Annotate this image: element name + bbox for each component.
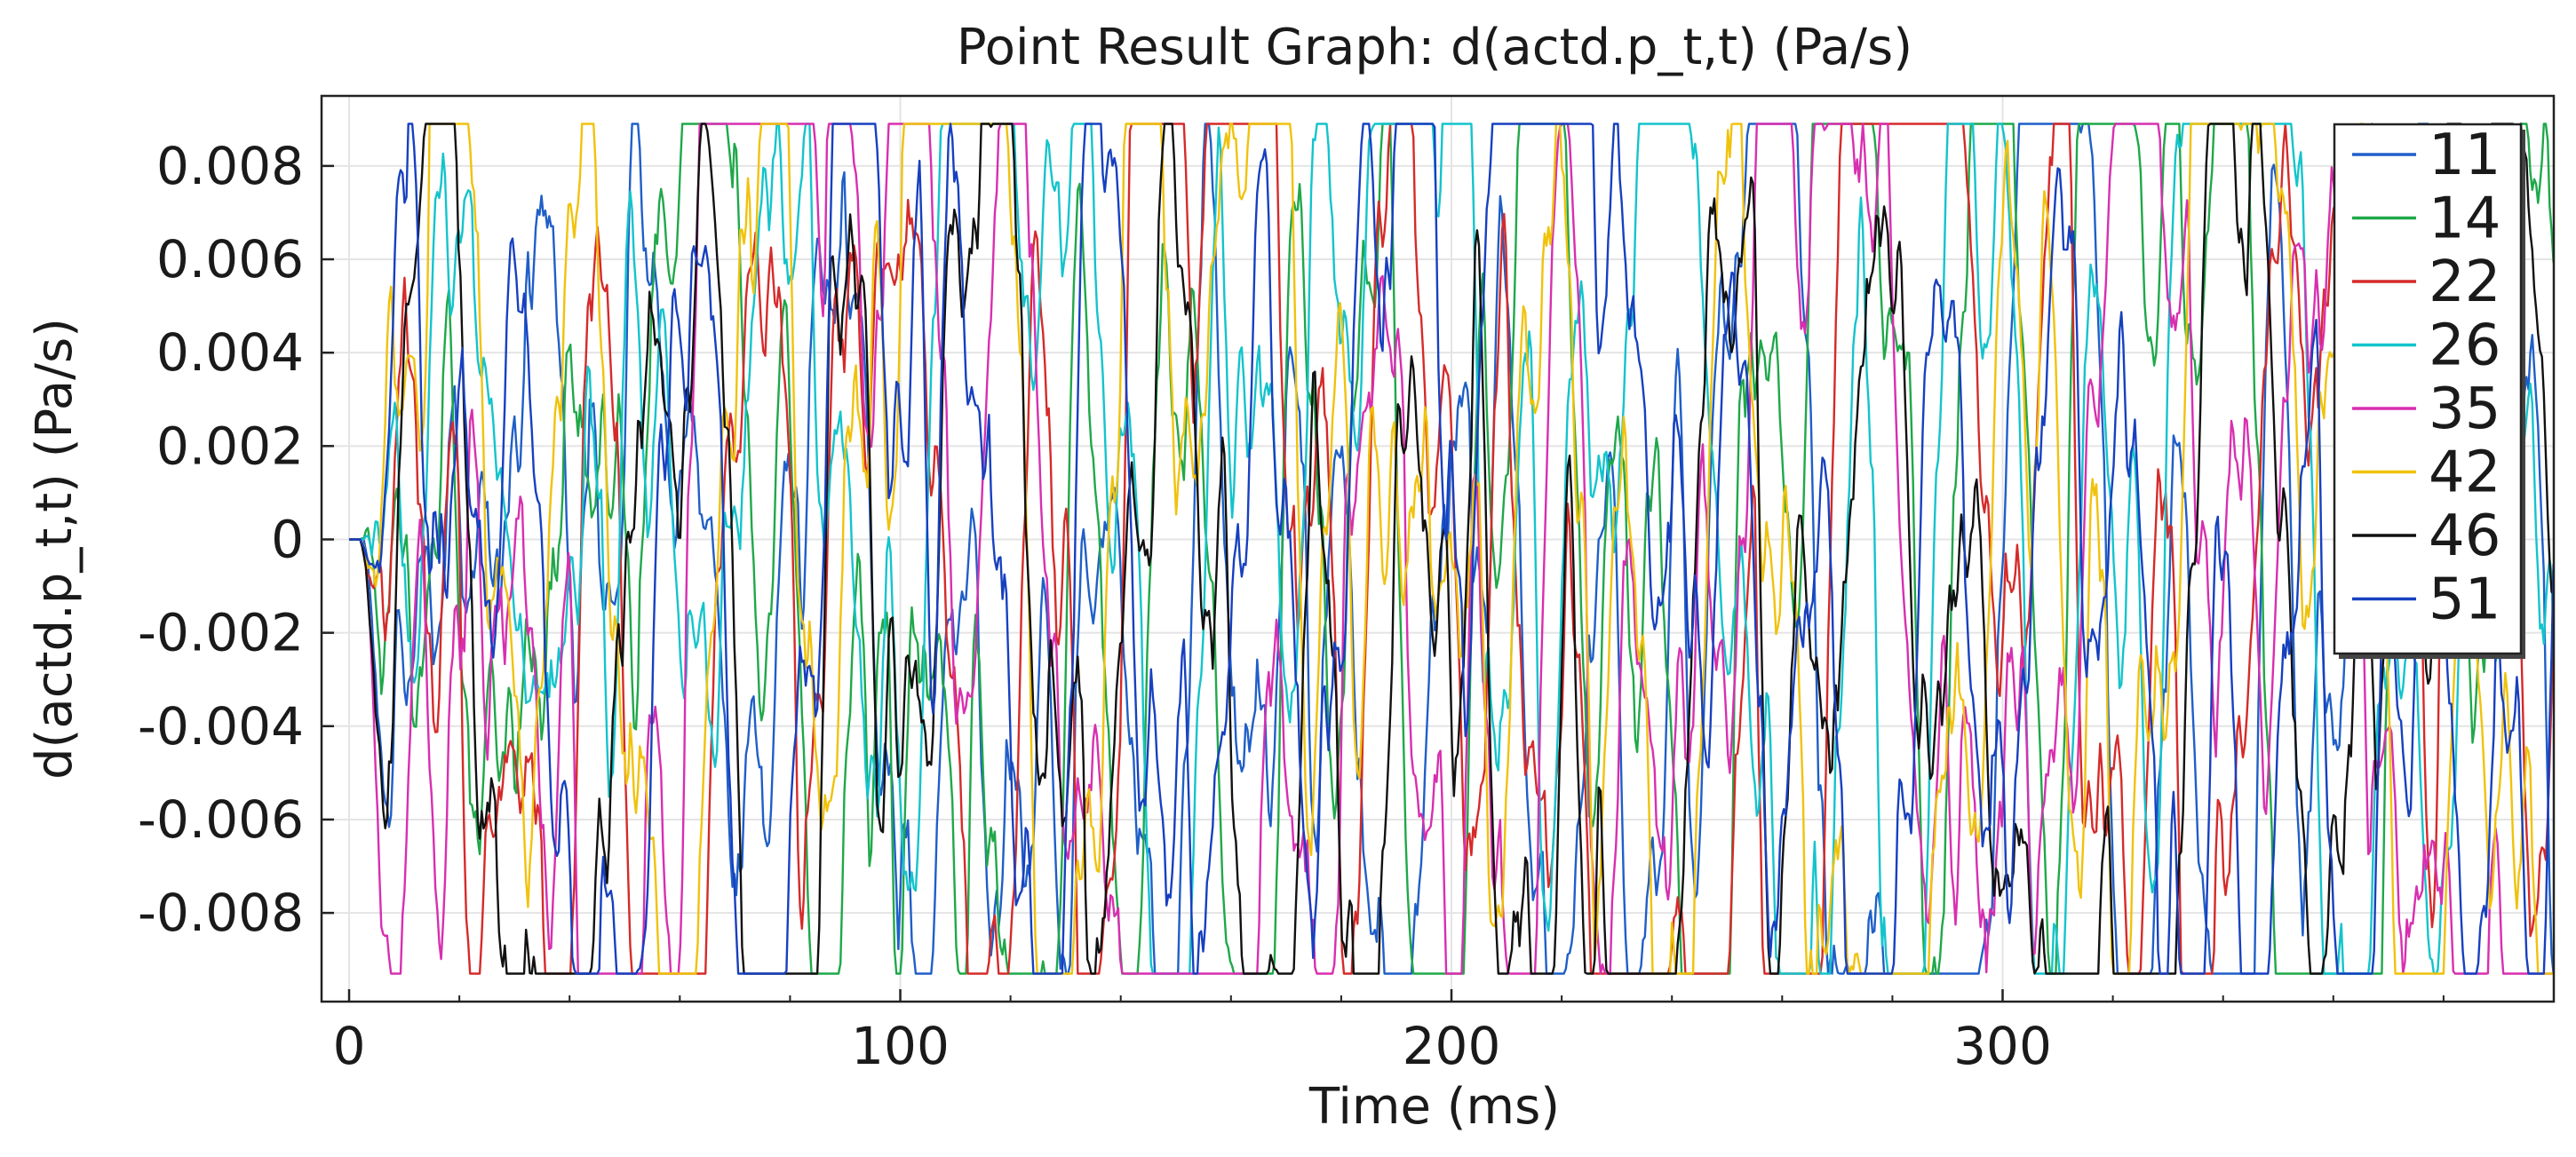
legend-label-14: 14: [2429, 186, 2500, 252]
y-tick-label: 0.006: [156, 229, 304, 289]
legend-label-11: 11: [2429, 123, 2500, 188]
plot-frame: [320, 94, 2556, 1003]
y-tick-label: 0.008: [156, 136, 304, 196]
x-tick-label: 0: [333, 1016, 366, 1076]
y-tick-label: -0.008: [138, 883, 304, 943]
y-axis-label: d(actd.p_t,t) (Pa/s): [26, 318, 83, 780]
y-tick-label: 0: [271, 509, 304, 569]
legend-label-51: 51: [2429, 567, 2500, 633]
legend-label-42: 42: [2429, 440, 2500, 506]
x-tick-label: 300: [1953, 1016, 2052, 1076]
legend-label-26: 26: [2429, 313, 2500, 379]
series-line-11: [349, 123, 2555, 975]
legend-label-22: 22: [2429, 250, 2500, 315]
series-line-51: [349, 123, 2555, 975]
y-tick-label: -0.006: [138, 789, 304, 850]
y-tick-label: -0.004: [138, 696, 304, 757]
y-tick-label: -0.002: [138, 603, 304, 663]
chart-title: Point Result Graph: d(actd.p_t,t) (Pa/s): [957, 19, 1912, 76]
y-tick-label: 0.004: [156, 322, 304, 383]
x-tick-label: 200: [1403, 1016, 1501, 1076]
x-axis: 0 100 200 300: [333, 989, 2445, 1076]
series-line-46: [349, 123, 2555, 975]
series-line-35: [349, 123, 2554, 975]
y-tick-label: 0.002: [156, 416, 304, 476]
x-tick-label: 100: [851, 1016, 950, 1076]
x-axis-label: Time (ms): [1308, 1078, 1560, 1136]
series-layer: [349, 123, 2555, 975]
legend-label-35: 35: [2429, 376, 2500, 442]
legend-box: [2333, 123, 2523, 655]
y-axis: -0.008 -0.006 -0.004 -0.002 0 0.002 0.004 0.006…: [138, 136, 334, 943]
legend-label-46: 46: [2429, 503, 2500, 569]
